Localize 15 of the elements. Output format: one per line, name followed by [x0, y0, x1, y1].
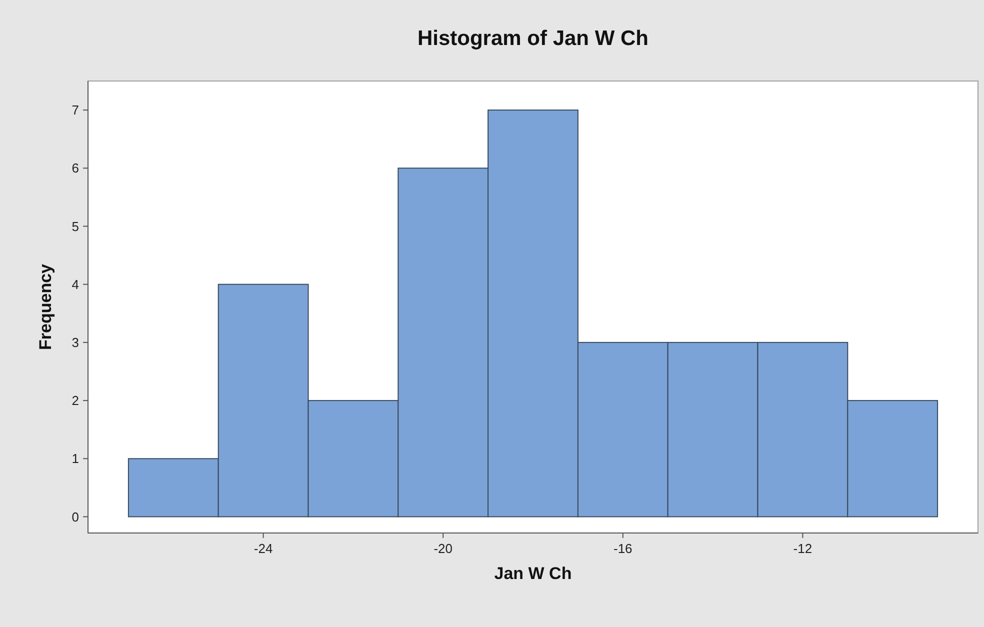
y-tick-label: 0 [72, 509, 79, 524]
x-tick-label: -16 [614, 541, 632, 556]
y-tick-label: 4 [72, 276, 79, 292]
y-tick-label: 2 [72, 393, 79, 408]
y-tick-label: 1 [72, 451, 79, 466]
y-tick-label: 5 [72, 218, 79, 234]
y-tick-label: 6 [72, 160, 79, 176]
y-tick-label: 7 [72, 102, 79, 118]
x-tick-label: -24 [254, 541, 273, 556]
x-tick-label: -20 [434, 541, 452, 556]
chart-title: Histogram of Jan W Ch [417, 27, 649, 50]
y-axis-title: Frequency [36, 263, 55, 350]
x-axis-title: Jan W Ch [494, 564, 572, 583]
y-tick-label: 3 [72, 334, 79, 350]
x-tick-label: -12 [793, 541, 812, 556]
